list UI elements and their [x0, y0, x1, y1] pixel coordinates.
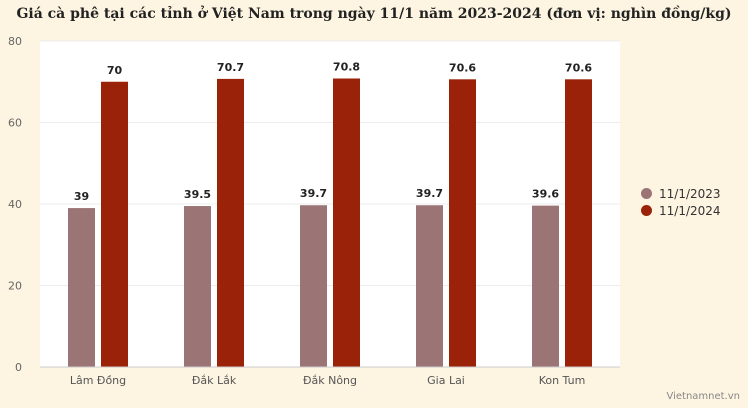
legend-swatch-2024 — [641, 205, 652, 216]
x-tick-label: Gia Lai — [427, 374, 465, 387]
legend-item-2024[interactable]: 11/1/2024 — [641, 202, 721, 219]
y-tick-label: 20 — [8, 280, 22, 293]
x-tick-label: Đắk Lắk — [192, 374, 237, 387]
bar — [184, 206, 211, 367]
y-tick-label: 80 — [8, 35, 22, 48]
chart-title: Giá cà phê tại các tỉnh ở Việt Nam trong… — [16, 6, 732, 22]
data-label: 70.7 — [217, 61, 244, 74]
legend-swatch-2023 — [641, 188, 652, 199]
x-tick-label: Đắk Nông — [303, 374, 357, 387]
bar — [565, 79, 592, 368]
bar — [101, 81, 128, 367]
bar — [416, 205, 443, 367]
data-label: 70.8 — [333, 60, 360, 73]
legend-label-2023: 11/1/2023 — [659, 186, 721, 201]
y-tick-label: 0 — [15, 361, 22, 374]
data-label: 39 — [74, 190, 89, 203]
data-label: 39.7 — [416, 187, 443, 200]
data-label: 39.5 — [184, 188, 211, 201]
bar — [449, 79, 476, 368]
data-label: 39.7 — [300, 187, 327, 200]
legend-label-2024: 11/1/2024 — [659, 203, 721, 218]
bar — [68, 208, 95, 367]
data-label: 39.6 — [532, 188, 559, 201]
data-label: 70.6 — [449, 61, 476, 74]
y-tick-label: 40 — [8, 198, 22, 211]
data-label: 70.6 — [565, 61, 592, 74]
data-label: 70 — [107, 64, 123, 77]
x-tick-label: Lâm Đồng — [70, 374, 126, 387]
legend-item-2023[interactable]: 11/1/2023 — [641, 185, 721, 202]
bar — [333, 78, 360, 368]
bar — [300, 205, 327, 367]
source-credit: Vietnamnet.vn — [666, 391, 740, 402]
y-tick-label: 60 — [8, 117, 22, 130]
x-tick-label: Kon Tum — [539, 374, 586, 387]
bar — [532, 205, 559, 367]
bar — [217, 78, 244, 368]
legend: 11/1/2023 11/1/2024 — [641, 185, 721, 219]
